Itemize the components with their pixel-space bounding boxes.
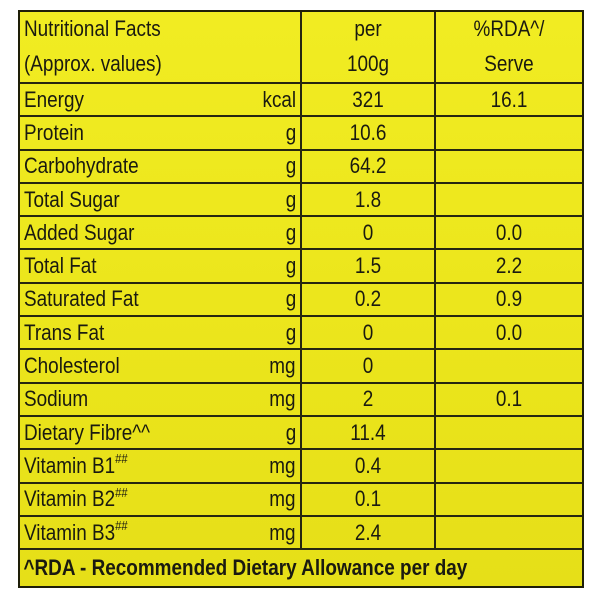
rda-value: 0.9 [495, 286, 523, 312]
per-100g-value: 11.4 [350, 419, 386, 445]
per-header-line2: 100g [346, 51, 390, 76]
header-row-2: (Approx. values) 100g Serve [20, 46, 582, 84]
rda-value: 0.0 [495, 219, 523, 245]
table-row: Vitamin B2 ## mg 0.1 [20, 484, 582, 517]
per-100g-value: 1.8 [354, 186, 382, 212]
rda-value [446, 417, 572, 448]
nutrient-name: Vitamin B1 ## [24, 451, 128, 478]
column-divider-unit [300, 12, 302, 550]
rda-value: 16.1 [490, 86, 528, 112]
table-row: Trans Fat g 0 0.0 [20, 317, 582, 351]
table-title: Nutritional Facts [24, 16, 161, 41]
table-row: Protein g 10.6 [20, 117, 582, 151]
table-row: Added Sugar g 0 0.0 [20, 217, 582, 251]
rda-value: 0.0 [495, 319, 523, 345]
nutrient-unit: g [285, 319, 296, 345]
rda-value [446, 517, 572, 548]
nutrient-unit: g [285, 286, 296, 312]
nutrient-name: Energy [24, 86, 84, 112]
nutrient-name: Vitamin B3 ## [24, 518, 128, 545]
per-100g-value: 0.1 [354, 486, 382, 512]
per-100g-value: 2 [362, 386, 374, 412]
nutrient-unit: mg [269, 486, 296, 512]
per-100g-value: 0 [362, 219, 374, 245]
nutrient-unit: g [285, 253, 296, 279]
per-100g-value: 321 [352, 86, 384, 112]
table-row: Carbohydrate g 64.2 [20, 151, 582, 184]
table-row: Vitamin B3 ## mg 2.4 [20, 517, 582, 551]
nutrient-unit: kcal [262, 86, 296, 112]
per-100g-value: 64.2 [349, 153, 387, 179]
nutrient-footnote-mark: ## [115, 451, 128, 467]
nutrient-name: Total Fat [24, 253, 97, 279]
table-row: Dietary Fibre^^ g 11.4 [20, 417, 582, 451]
nutrient-name: Protein [24, 119, 84, 145]
nutrient-unit: g [285, 219, 296, 245]
per-header-line1: per [354, 16, 382, 41]
per-100g-value: 10.6 [349, 119, 387, 145]
nutrient-footnote-mark: ## [115, 518, 128, 534]
table-row: Saturated Fat g 0.2 0.9 [20, 284, 582, 318]
nutrient-unit: g [285, 419, 296, 445]
column-divider-rda [434, 12, 436, 550]
table-subtitle: (Approx. values) [24, 51, 162, 76]
per-100g-value: 0.4 [354, 452, 382, 478]
rda-header-line1: %RDA^/ [473, 16, 545, 41]
rda-header-line2: Serve [484, 51, 534, 76]
nutrient-unit: g [285, 186, 296, 212]
rda-value: 2.2 [495, 253, 523, 279]
nutrient-name: Carbohydrate [24, 153, 139, 179]
nutrient-name: Cholesterol [24, 353, 120, 379]
nutrient-unit: mg [269, 519, 296, 545]
table-row: Vitamin B1 ## mg 0.4 [20, 450, 582, 484]
nutrition-facts-label: Nutritional Facts per %RDA^/ (Approx. va… [18, 10, 584, 588]
footer: ^RDA - Recommended Dietary Allowance per… [20, 550, 582, 586]
rda-value: 0.1 [495, 386, 523, 412]
nutrient-name: Total Sugar [24, 186, 120, 212]
table-row: Total Sugar g 1.8 [20, 184, 582, 218]
rda-value [446, 184, 572, 215]
rda-value [446, 350, 572, 381]
per-100g-value: 2.4 [354, 519, 382, 545]
table-row: Energy kcal 321 16.1 [20, 84, 582, 118]
per-100g-value: 1.5 [354, 253, 382, 279]
nutrient-name: Vitamin B2 ## [24, 484, 128, 512]
nutrient-name: Trans Fat [24, 319, 105, 345]
nutrient-unit: mg [269, 353, 296, 379]
nutrient-footnote-mark: ## [115, 484, 128, 500]
table-row: Sodium mg 2 0.1 [20, 384, 582, 417]
per-100g-value: 0 [362, 353, 374, 379]
nutrient-unit: mg [269, 386, 296, 412]
header-row-1: Nutritional Facts per %RDA^/ [20, 12, 582, 46]
table-row: Cholesterol mg 0 [20, 350, 582, 384]
table-row: Total Fat g 1.5 2.2 [20, 251, 582, 284]
nutrient-unit: g [285, 119, 296, 145]
nutrient-unit: mg [269, 452, 296, 478]
nutrient-name: Sodium [24, 386, 89, 412]
nutrient-name: Added Sugar [24, 219, 135, 245]
rda-value [446, 117, 572, 148]
nutrient-name: Saturated Fat [24, 286, 139, 312]
rda-footnote: ^RDA - Recommended Dietary Allowance per… [23, 555, 468, 580]
nutrient-name: Dietary Fibre^^ [24, 419, 151, 445]
nutrient-unit: g [285, 153, 296, 179]
per-100g-value: 0 [362, 319, 374, 345]
rda-value [446, 484, 572, 515]
rda-value [446, 450, 572, 481]
per-100g-value: 0.2 [354, 286, 382, 312]
rda-value [446, 151, 572, 182]
